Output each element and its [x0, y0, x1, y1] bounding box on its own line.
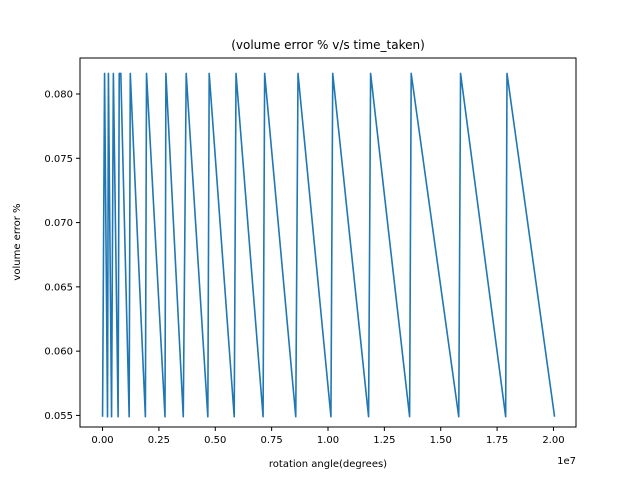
y-tick-label-4: 0.075	[44, 154, 73, 165]
y-tick-label-1: 0.060	[44, 347, 73, 358]
x-tick-label-4: 1.00	[317, 435, 339, 446]
axes-frame	[79, 57, 577, 428]
series-line-0	[101, 72, 556, 418]
x-tick-label-3: 0.75	[261, 435, 283, 446]
x-tick-label-2: 0.50	[204, 435, 226, 446]
y-axis-ticks: 0.055 0.060 0.065 0.070 0.075 0.080	[44, 90, 80, 422]
x-tick-label-8: 2.00	[542, 435, 564, 446]
x-axis-ticks: 0.00 0.25 0.50 0.75 1.00 1.25 1.50 1.75 2.00	[91, 427, 565, 446]
chart-title: (volume error % v/s time_taken)	[231, 38, 425, 52]
x-tick-label-6: 1.50	[430, 435, 452, 446]
plot-area	[101, 72, 556, 418]
x-axis-label: rotation angle(degrees)	[269, 459, 387, 470]
x-tick-label-0: 0.00	[91, 435, 113, 446]
y-tick-label-0: 0.055	[44, 411, 73, 422]
y-tick-label-5: 0.080	[44, 90, 73, 101]
x-axis-offset-label: 1e7	[557, 456, 576, 467]
x-tick-label-1: 0.25	[148, 435, 170, 446]
x-tick-label-7: 1.75	[486, 435, 508, 446]
y-tick-label-2: 0.065	[44, 282, 73, 293]
x-tick-label-5: 1.25	[373, 435, 395, 446]
y-axis-label: volume error %	[12, 203, 23, 280]
y-tick-label-3: 0.070	[44, 218, 73, 229]
